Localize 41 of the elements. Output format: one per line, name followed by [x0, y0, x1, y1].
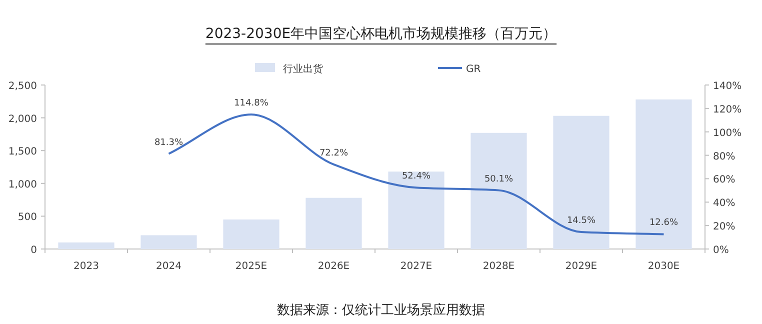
x-tick-label: 2027E: [400, 261, 432, 272]
y-tick-label: 500: [18, 212, 37, 224]
y2-tick-label: 60%: [713, 174, 736, 186]
bar: [306, 198, 362, 249]
data-label: 14.5%: [566, 216, 596, 226]
data-label: 12.6%: [649, 218, 678, 228]
y-tick-label: 1,000: [8, 179, 37, 190]
data-label: 114.8%: [234, 98, 269, 109]
y2-tick-label: 140%: [713, 81, 742, 92]
source-note: 数据来源：仅统计工业场景应用数据: [277, 302, 485, 318]
legend-label: 行业出货: [283, 63, 323, 75]
x-tick-label: 2029E: [565, 261, 598, 272]
bar: [553, 116, 610, 249]
y2-tick-label: 0%: [713, 245, 729, 256]
x-tick-label: 2030E: [648, 261, 680, 272]
x-tick-label: 2028E: [482, 261, 515, 272]
y-tick-label: 1,500: [8, 146, 37, 158]
y2-tick-label: 40%: [713, 198, 736, 210]
legend-label: GR: [466, 64, 481, 75]
y2-tick-label: 20%: [713, 222, 736, 233]
y2-tick-label: 120%: [713, 104, 742, 116]
data-label: 52.4%: [402, 172, 431, 182]
y-tick-label: 0: [30, 245, 37, 256]
x-tick-label: 2024: [156, 261, 182, 272]
bar: [58, 242, 114, 249]
y-tick-label: 2,500: [8, 81, 37, 92]
data-label: 81.3%: [154, 138, 184, 148]
chart-title: 2023-2030E年中国空心杯电机市场规模推移（百万元）: [205, 26, 557, 42]
y-tick-label: 2,000: [8, 114, 37, 125]
y2-tick-label: 80%: [713, 151, 736, 162]
y2-tick-label: 100%: [713, 128, 742, 139]
bar: [388, 172, 444, 249]
bar: [470, 132, 527, 249]
bar: [140, 235, 197, 249]
x-tick-label: 2026E: [318, 261, 350, 272]
data-label: 72.2%: [319, 148, 348, 158]
bar: [636, 99, 692, 249]
x-tick-label: 2025E: [235, 261, 268, 272]
data-label: 50.1%: [484, 174, 514, 184]
bar: [223, 219, 280, 249]
x-tick-label: 2023: [74, 261, 99, 272]
